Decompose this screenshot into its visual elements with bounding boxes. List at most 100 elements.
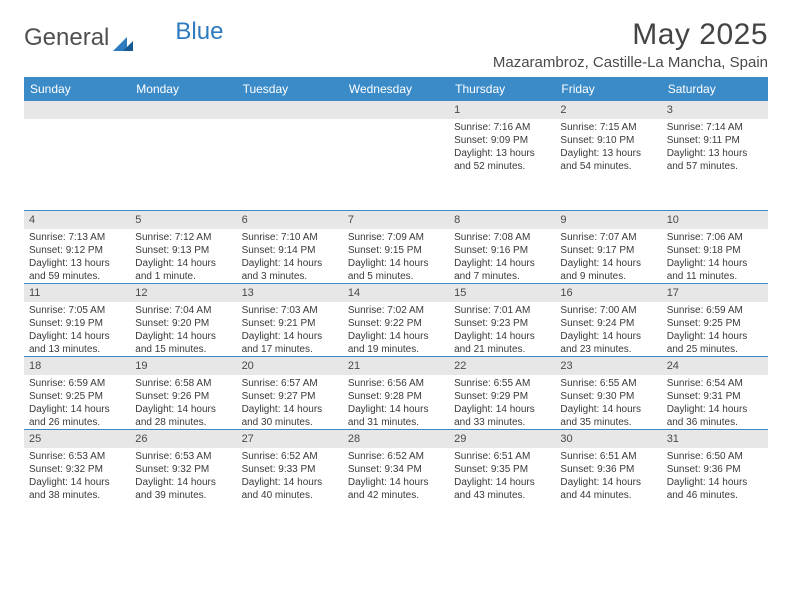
calendar-cell: 19Sunrise: 6:58 AMSunset: 9:26 PMDayligh… [130,357,236,430]
day-number: 17 [662,284,768,302]
day-header: Friday [555,77,661,101]
calendar-cell: 18Sunrise: 6:59 AMSunset: 9:25 PMDayligh… [24,357,130,430]
calendar-cell: 1Sunrise: 7:16 AMSunset: 9:09 PMDaylight… [449,101,555,211]
day-number: 23 [555,357,661,375]
calendar-row: 18Sunrise: 6:59 AMSunset: 9:25 PMDayligh… [24,357,768,430]
day-number: 11 [24,284,130,302]
calendar-cell: 23Sunrise: 6:55 AMSunset: 9:30 PMDayligh… [555,357,661,430]
calendar-body: 1Sunrise: 7:16 AMSunset: 9:09 PMDaylight… [24,101,768,502]
calendar-row: 25Sunrise: 6:53 AMSunset: 9:32 PMDayligh… [24,430,768,503]
calendar-cell: 27Sunrise: 6:52 AMSunset: 9:33 PMDayligh… [237,430,343,503]
calendar-cell: 8Sunrise: 7:08 AMSunset: 9:16 PMDaylight… [449,211,555,284]
brand-part2: Blue [175,18,223,46]
day-details: Sunrise: 7:03 AMSunset: 9:21 PMDaylight:… [237,302,343,356]
location-text: Mazarambroz, Castille-La Mancha, Spain [493,54,768,71]
day-details: Sunrise: 6:50 AMSunset: 9:36 PMDaylight:… [662,448,768,502]
day-number: 8 [449,211,555,229]
calendar-cell [343,101,449,211]
empty-day-bar [130,101,236,119]
day-number: 19 [130,357,236,375]
day-number: 25 [24,430,130,448]
calendar-cell: 26Sunrise: 6:53 AMSunset: 9:32 PMDayligh… [130,430,236,503]
calendar-header-row: SundayMondayTuesdayWednesdayThursdayFrid… [24,77,768,101]
calendar-cell: 4Sunrise: 7:13 AMSunset: 9:12 PMDaylight… [24,211,130,284]
day-details: Sunrise: 7:07 AMSunset: 9:17 PMDaylight:… [555,229,661,283]
calendar-cell: 28Sunrise: 6:52 AMSunset: 9:34 PMDayligh… [343,430,449,503]
day-details: Sunrise: 6:58 AMSunset: 9:26 PMDaylight:… [130,375,236,429]
calendar-cell: 31Sunrise: 6:50 AMSunset: 9:36 PMDayligh… [662,430,768,503]
calendar-cell: 9Sunrise: 7:07 AMSunset: 9:17 PMDaylight… [555,211,661,284]
calendar-cell: 15Sunrise: 7:01 AMSunset: 9:23 PMDayligh… [449,284,555,357]
calendar-cell: 13Sunrise: 7:03 AMSunset: 9:21 PMDayligh… [237,284,343,357]
day-number: 9 [555,211,661,229]
day-details: Sunrise: 6:54 AMSunset: 9:31 PMDaylight:… [662,375,768,429]
day-details: Sunrise: 7:12 AMSunset: 9:13 PMDaylight:… [130,229,236,283]
day-number: 21 [343,357,449,375]
day-number: 5 [130,211,236,229]
calendar-cell [130,101,236,211]
day-header: Thursday [449,77,555,101]
calendar-cell: 30Sunrise: 6:51 AMSunset: 9:36 PMDayligh… [555,430,661,503]
empty-day-bar [24,101,130,119]
day-number: 30 [555,430,661,448]
calendar-row: 11Sunrise: 7:05 AMSunset: 9:19 PMDayligh… [24,284,768,357]
empty-day-bar [237,101,343,119]
day-details: Sunrise: 7:14 AMSunset: 9:11 PMDaylight:… [662,119,768,173]
calendar-cell: 5Sunrise: 7:12 AMSunset: 9:13 PMDaylight… [130,211,236,284]
day-number: 20 [237,357,343,375]
calendar-cell: 6Sunrise: 7:10 AMSunset: 9:14 PMDaylight… [237,211,343,284]
day-details: Sunrise: 7:10 AMSunset: 9:14 PMDaylight:… [237,229,343,283]
calendar-cell [24,101,130,211]
day-details: Sunrise: 7:13 AMSunset: 9:12 PMDaylight:… [24,229,130,283]
day-number: 22 [449,357,555,375]
calendar-cell: 10Sunrise: 7:06 AMSunset: 9:18 PMDayligh… [662,211,768,284]
day-details: Sunrise: 7:08 AMSunset: 9:16 PMDaylight:… [449,229,555,283]
day-details: Sunrise: 7:00 AMSunset: 9:24 PMDaylight:… [555,302,661,356]
calendar-cell [237,101,343,211]
day-number: 27 [237,430,343,448]
calendar-cell: 2Sunrise: 7:15 AMSunset: 9:10 PMDaylight… [555,101,661,211]
day-details: Sunrise: 7:04 AMSunset: 9:20 PMDaylight:… [130,302,236,356]
day-details: Sunrise: 7:16 AMSunset: 9:09 PMDaylight:… [449,119,555,173]
day-header: Tuesday [237,77,343,101]
day-number: 6 [237,211,343,229]
day-details: Sunrise: 6:59 AMSunset: 9:25 PMDaylight:… [662,302,768,356]
calendar-cell: 11Sunrise: 7:05 AMSunset: 9:19 PMDayligh… [24,284,130,357]
calendar-row: 4Sunrise: 7:13 AMSunset: 9:12 PMDaylight… [24,211,768,284]
day-number: 28 [343,430,449,448]
day-number: 18 [24,357,130,375]
day-number: 12 [130,284,236,302]
day-number: 7 [343,211,449,229]
calendar-cell: 16Sunrise: 7:00 AMSunset: 9:24 PMDayligh… [555,284,661,357]
day-number: 31 [662,430,768,448]
calendar-cell: 24Sunrise: 6:54 AMSunset: 9:31 PMDayligh… [662,357,768,430]
day-number: 14 [343,284,449,302]
day-number: 26 [130,430,236,448]
day-number: 2 [555,101,661,119]
day-details: Sunrise: 6:51 AMSunset: 9:36 PMDaylight:… [555,448,661,502]
calendar-cell: 3Sunrise: 7:14 AMSunset: 9:11 PMDaylight… [662,101,768,211]
calendar-cell: 7Sunrise: 7:09 AMSunset: 9:15 PMDaylight… [343,211,449,284]
day-details: Sunrise: 6:55 AMSunset: 9:29 PMDaylight:… [449,375,555,429]
day-details: Sunrise: 6:56 AMSunset: 9:28 PMDaylight:… [343,375,449,429]
calendar-cell: 14Sunrise: 7:02 AMSunset: 9:22 PMDayligh… [343,284,449,357]
brand-triangle-icon [113,30,133,46]
day-number: 1 [449,101,555,119]
calendar-cell: 20Sunrise: 6:57 AMSunset: 9:27 PMDayligh… [237,357,343,430]
day-header: Saturday [662,77,768,101]
calendar-cell: 22Sunrise: 6:55 AMSunset: 9:29 PMDayligh… [449,357,555,430]
day-details: Sunrise: 7:09 AMSunset: 9:15 PMDaylight:… [343,229,449,283]
day-details: Sunrise: 6:57 AMSunset: 9:27 PMDaylight:… [237,375,343,429]
title-block: May 2025 Mazarambroz, Castille-La Mancha… [493,18,768,71]
empty-day-bar [343,101,449,119]
day-details: Sunrise: 7:15 AMSunset: 9:10 PMDaylight:… [555,119,661,173]
day-details: Sunrise: 7:05 AMSunset: 9:19 PMDaylight:… [24,302,130,356]
brand-part1: General [24,24,109,52]
day-number: 16 [555,284,661,302]
calendar-cell: 17Sunrise: 6:59 AMSunset: 9:25 PMDayligh… [662,284,768,357]
day-header: Monday [130,77,236,101]
day-details: Sunrise: 6:52 AMSunset: 9:34 PMDaylight:… [343,448,449,502]
page-header: General Blue May 2025 Mazarambroz, Casti… [24,18,768,71]
month-title: May 2025 [493,18,768,52]
day-header: Sunday [24,77,130,101]
